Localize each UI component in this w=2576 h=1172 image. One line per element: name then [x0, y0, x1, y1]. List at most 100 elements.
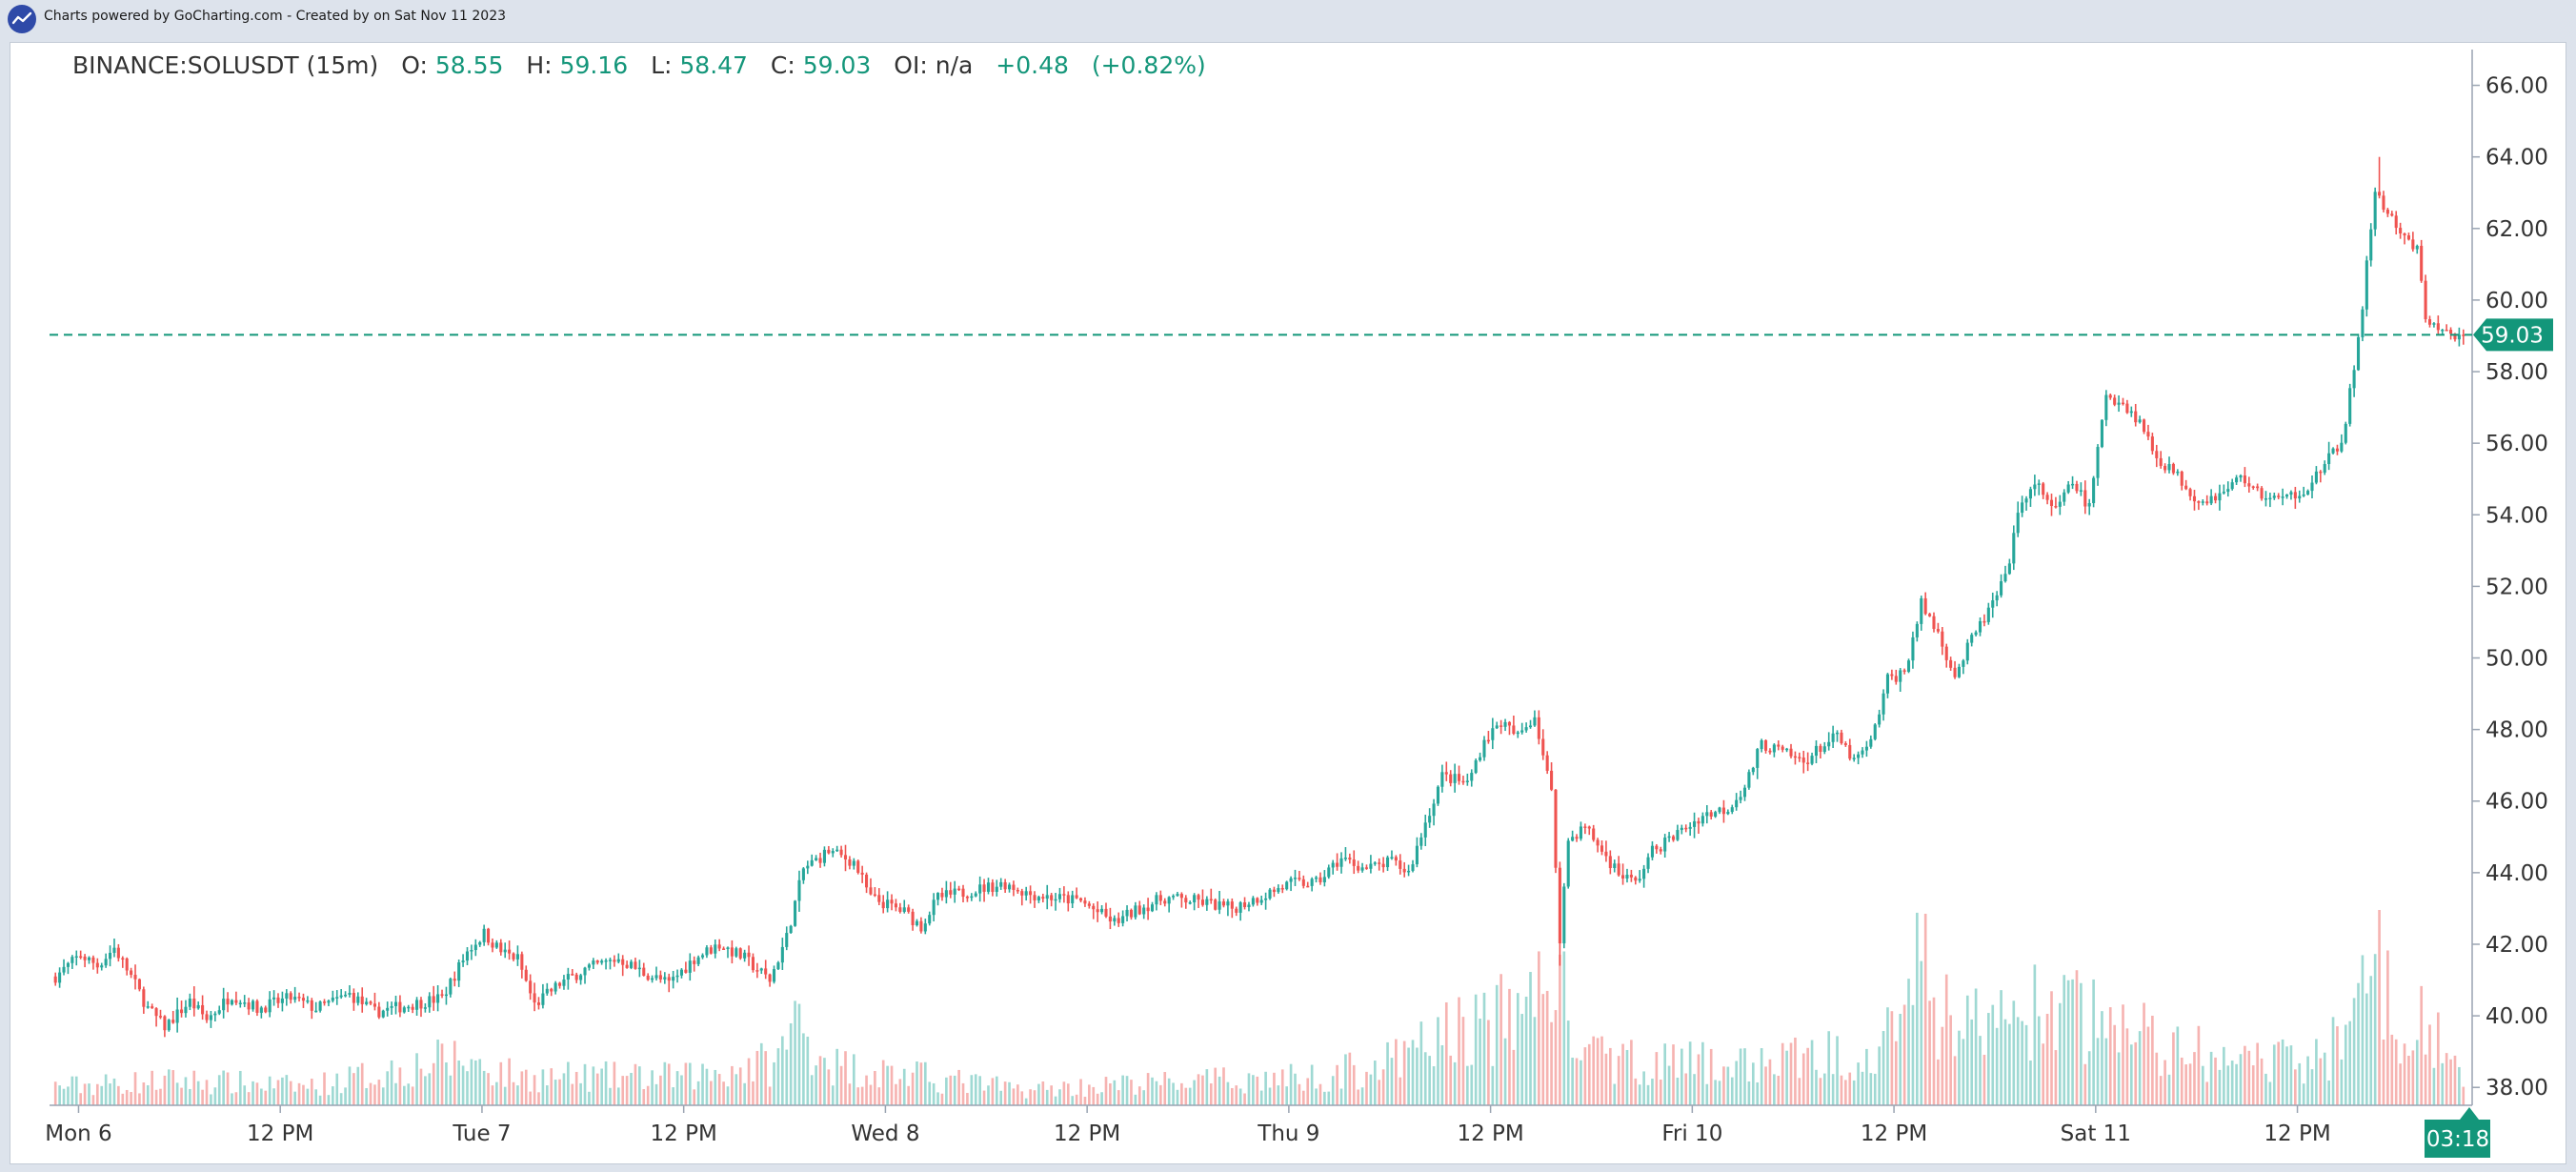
volume-bar [1470, 1064, 1474, 1105]
volume-bar [856, 1087, 860, 1105]
candle-body [785, 933, 789, 947]
volume-bar [1840, 1075, 1843, 1105]
volume-bar [1289, 1063, 1293, 1105]
volume-bar [755, 1050, 759, 1105]
volume-bar [524, 1069, 528, 1105]
candle-body [1150, 904, 1155, 912]
candle-body [512, 953, 515, 960]
candle-body [276, 997, 280, 1003]
candle-body [2457, 334, 2461, 340]
volume-bar [1617, 1056, 1620, 1105]
candle-body [285, 993, 289, 999]
volume-bar [323, 1072, 326, 1105]
candle-body [130, 970, 133, 976]
chart-frame[interactable] [10, 42, 2566, 1164]
candle-body [2134, 411, 2138, 423]
candle-body [1974, 632, 1978, 636]
candle-body [625, 964, 629, 968]
candle-body [2087, 503, 2091, 507]
volume-bar [1306, 1078, 1310, 1105]
volume-bar [970, 1075, 974, 1105]
candle-body [1537, 717, 1540, 739]
volume-bar [482, 1070, 486, 1105]
candle-body [818, 858, 822, 863]
candle-body [1970, 635, 1974, 643]
volume-bar [1399, 1077, 1402, 1105]
volume-bar [1709, 1048, 1713, 1105]
y-tick-label: 48.00 [2485, 718, 2548, 743]
volume-bar [2188, 1063, 2192, 1105]
candle-body [1718, 807, 1721, 813]
volume-bar [2172, 1032, 2175, 1105]
candle-body [1503, 721, 1507, 727]
candle-body [1747, 772, 1751, 788]
volume-bar [1482, 992, 1486, 1105]
candle-body [974, 893, 977, 897]
volume-bar [1991, 1004, 1995, 1105]
candle-body [1957, 666, 1962, 677]
volume-bar [1743, 1048, 1746, 1105]
x-tick-label: Thu 9 [1257, 1121, 1319, 1146]
y-tick-label: 40.00 [2485, 1004, 2548, 1029]
x-tick-label: Tue 7 [452, 1121, 511, 1146]
volume-bar [2407, 1055, 2410, 1105]
candle-body [700, 955, 705, 958]
volume-bar [2415, 1040, 2419, 1105]
candle-body [1793, 756, 1797, 758]
volume-bar [1580, 1060, 1582, 1105]
candle-body [1407, 870, 1411, 873]
volume-bar [100, 1085, 104, 1105]
volume-bar [1995, 1027, 1999, 1105]
candle-body [1533, 717, 1537, 726]
volume-bar [1819, 1078, 1822, 1105]
candle-body [2411, 239, 2415, 250]
volume-bar [1801, 1053, 1805, 1105]
candle-body [499, 942, 503, 953]
candle-body [1801, 758, 1805, 763]
volume-bar [634, 1063, 637, 1105]
candle-body [1137, 905, 1141, 915]
candle-body [604, 960, 608, 962]
candle-body [1923, 597, 1927, 615]
candle-body [1890, 674, 1894, 677]
volume-bar [2289, 1045, 2293, 1105]
candle-body [2272, 495, 2276, 498]
candle-body [2209, 495, 2213, 504]
candle-body [1714, 812, 1718, 817]
volume-bar [806, 1036, 810, 1105]
candle-body [856, 860, 860, 873]
volume-bar [953, 1075, 956, 1105]
gocharting-logo-icon[interactable] [8, 5, 36, 33]
volume-bar [1613, 1083, 1617, 1105]
volume-bar [466, 1071, 469, 1105]
candle-body [2348, 388, 2352, 424]
volume-bar [1088, 1084, 1091, 1105]
volume-bar [2075, 970, 2079, 1105]
volume-bar [1252, 1075, 1255, 1105]
candle-body [651, 978, 654, 980]
candle-body [1318, 877, 1322, 882]
volume-bar [1201, 1075, 1204, 1105]
volume-bar [1562, 951, 1566, 1105]
candle-body [461, 960, 465, 962]
volume-bar [923, 1061, 927, 1105]
candle-body [2012, 533, 2016, 564]
candle-body [386, 1007, 390, 1011]
candle-body [473, 944, 477, 951]
candle-body [751, 957, 755, 971]
volume-bar [281, 1077, 284, 1105]
volume-bar [1491, 1065, 1495, 1105]
candle-body [1848, 744, 1852, 759]
candle-body [1982, 620, 1986, 623]
y-tick-label: 52.00 [2485, 575, 2548, 599]
volume-bar [1437, 1017, 1439, 1105]
volume-bar [210, 1094, 212, 1105]
candle-body [196, 1004, 200, 1009]
candle-body [423, 1007, 427, 1009]
candle-body [1751, 767, 1755, 773]
candle-body [1541, 738, 1545, 756]
volume-bar [1944, 974, 1948, 1105]
high-value: 59.16 [559, 51, 629, 79]
volume-bar [886, 1065, 889, 1105]
